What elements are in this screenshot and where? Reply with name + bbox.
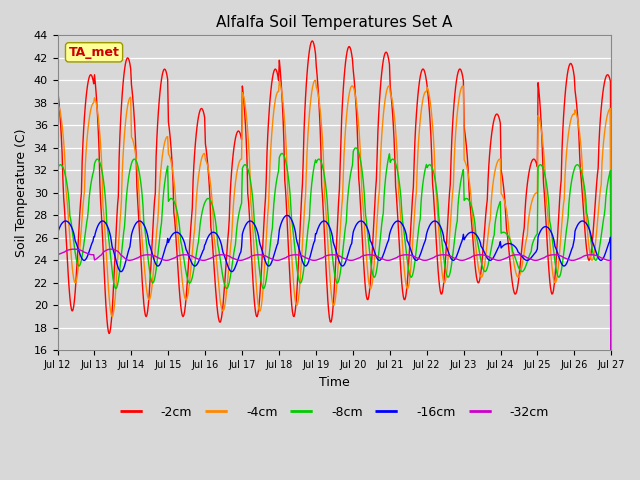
-16cm xyxy=(403,232,410,238)
-8cm xyxy=(177,239,184,244)
-4cm xyxy=(206,177,214,183)
-32cm xyxy=(178,252,186,258)
-16cm xyxy=(419,245,426,251)
Title: Alfalfa Soil Temperatures Set A: Alfalfa Soil Temperatures Set A xyxy=(216,15,452,30)
-32cm xyxy=(122,256,129,262)
-2cm xyxy=(121,67,129,72)
-8cm xyxy=(54,166,61,171)
-2cm xyxy=(64,260,72,266)
-8cm xyxy=(64,185,72,191)
Line: -2cm: -2cm xyxy=(58,41,611,480)
-32cm xyxy=(64,247,72,253)
-32cm xyxy=(419,257,426,263)
-32cm xyxy=(54,252,61,257)
-8cm xyxy=(121,223,129,229)
-8cm xyxy=(403,250,410,256)
-4cm xyxy=(54,100,61,106)
-4cm xyxy=(312,77,319,83)
Text: TA_met: TA_met xyxy=(68,46,120,59)
-2cm xyxy=(403,289,410,295)
-2cm xyxy=(419,66,426,72)
Legend: -2cm, -4cm, -8cm, -16cm, -32cm: -2cm, -4cm, -8cm, -16cm, -32cm xyxy=(115,401,554,424)
-16cm xyxy=(121,263,129,269)
-8cm xyxy=(206,197,214,203)
-8cm xyxy=(352,145,360,151)
-4cm xyxy=(403,283,410,289)
-4cm xyxy=(121,131,129,137)
-4cm xyxy=(177,262,184,268)
-4cm xyxy=(419,98,426,104)
Line: -4cm: -4cm xyxy=(58,80,611,480)
-16cm xyxy=(177,232,184,238)
-16cm xyxy=(64,219,72,225)
-8cm xyxy=(419,183,426,189)
-2cm xyxy=(177,303,184,309)
-2cm xyxy=(54,86,61,92)
-32cm xyxy=(70,246,78,252)
Line: -16cm: -16cm xyxy=(58,216,611,480)
-2cm xyxy=(308,38,316,44)
-4cm xyxy=(64,204,72,209)
Line: -8cm: -8cm xyxy=(58,148,611,480)
-2cm xyxy=(206,197,214,203)
-16cm xyxy=(283,213,291,218)
Line: -32cm: -32cm xyxy=(58,249,611,480)
-32cm xyxy=(403,252,410,258)
-32cm xyxy=(207,255,214,261)
Y-axis label: Soil Temperature (C): Soil Temperature (C) xyxy=(15,129,28,257)
-16cm xyxy=(206,231,214,237)
X-axis label: Time: Time xyxy=(319,376,350,389)
-16cm xyxy=(54,230,61,236)
